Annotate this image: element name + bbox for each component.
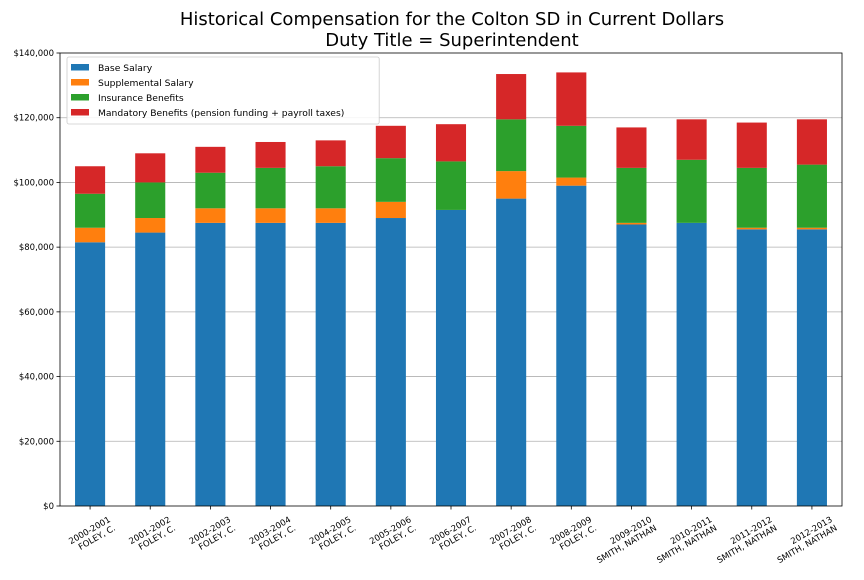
bar-segment	[375, 158, 406, 202]
bar-segment	[736, 229, 767, 506]
x-axis-ticks: 2000-2001FOLEY, C. 2001-2002FOLEY, C. 2002…	[67, 506, 839, 566]
bar-segment	[496, 171, 527, 199]
bar-segment	[375, 125, 406, 159]
bar-segment	[496, 198, 527, 506]
x-tick-label: 2010-2011SMITH, NATHAN	[651, 515, 719, 566]
bar-segment	[496, 119, 527, 172]
x-tick-label: 2007-2008FOLEY, C.	[488, 515, 538, 555]
x-tick-label: 2008-2009FOLEY, C.	[549, 515, 599, 555]
bar-segment	[796, 119, 827, 165]
bar-segment	[676, 222, 707, 506]
y-tick-label: $40,000	[19, 373, 54, 383]
bar-segment	[556, 185, 587, 506]
bar-segment	[556, 125, 587, 178]
bar-segment	[375, 201, 406, 219]
x-tick-label: 2011-2012SMITH, NATHAN	[711, 515, 779, 566]
bars	[75, 72, 827, 507]
bar-segment	[135, 232, 166, 506]
chart-subtitle: Duty Title = Superintendent	[325, 30, 578, 51]
bar-segment	[315, 222, 346, 506]
legend-box	[66, 56, 380, 125]
y-tick-label: $0	[43, 502, 54, 512]
bar-segment	[616, 127, 647, 168]
bar-segment	[135, 153, 166, 183]
bar-segment	[435, 209, 467, 507]
legend-label: Base Salary	[98, 63, 153, 74]
legend-swatch	[71, 64, 89, 71]
bar-segment	[736, 122, 767, 168]
x-tick-label: 2009-2010SMITH, NATHAN	[590, 515, 658, 566]
bar-segment	[676, 159, 707, 223]
bar-segment	[556, 72, 587, 126]
bar-segment	[195, 172, 226, 209]
bar-segment	[556, 177, 587, 186]
legend: Base Salary Supplemental Salary Insurance …	[66, 56, 380, 125]
bar-segment	[75, 242, 106, 506]
y-tick-label: $120,000	[13, 114, 54, 124]
bar-segment	[135, 182, 166, 219]
bar-segment	[255, 222, 286, 506]
bar-segment	[676, 119, 707, 160]
bar-segment	[736, 167, 767, 228]
x-tick-label: 2001-2002FOLEY, C.	[128, 515, 178, 555]
bar-segment	[255, 167, 286, 209]
x-tick-label: 2005-2006FOLEY, C.	[368, 515, 418, 555]
bar-segment	[435, 124, 467, 162]
x-tick-label: 2006-2007FOLEY, C.	[428, 515, 478, 555]
x-tick-label: 2003-2004FOLEY, C.	[248, 515, 298, 555]
bar-segment	[75, 166, 106, 194]
bar-segment	[195, 146, 226, 173]
bar-segment	[195, 208, 226, 223]
y-tick-label: $140,000	[13, 49, 54, 59]
bar-segment	[255, 208, 286, 223]
legend-swatch	[71, 109, 89, 116]
bar-segment	[315, 140, 346, 167]
bar-segment	[796, 229, 827, 506]
x-tick-label: 2012-2013SMITH, NATHAN	[771, 515, 839, 566]
bar-segment	[796, 164, 827, 228]
y-tick-label: $20,000	[19, 437, 54, 447]
bar-segment	[736, 227, 767, 230]
bar-segment	[375, 218, 406, 506]
y-axis-ticks: $0 $20,000 $40,000 $60,000 $80,000 $100,000 $1…	[13, 49, 60, 512]
bar-segment	[195, 222, 226, 506]
legend-label: Supplemental Salary	[98, 78, 194, 89]
legend-swatch	[71, 79, 89, 86]
bar-segment	[796, 227, 827, 230]
bar-segment	[75, 193, 106, 228]
y-tick-label: $100,000	[13, 178, 54, 188]
x-tick-label: 2000-2001FOLEY, C.	[67, 515, 117, 555]
bar-segment	[616, 167, 647, 223]
y-tick-label: $80,000	[19, 243, 54, 253]
bar-segment	[616, 224, 647, 506]
y-tick-label: $60,000	[19, 308, 54, 318]
bar-segment	[496, 74, 527, 120]
bar-segment	[315, 208, 346, 223]
bar-segment	[135, 218, 166, 233]
legend-swatch	[71, 94, 89, 101]
bar-segment	[75, 227, 106, 243]
bar-segment	[255, 141, 286, 168]
x-tick-label: 2002-2003FOLEY, C.	[188, 515, 238, 555]
x-tick-label: 2004-2005FOLEY, C.	[308, 515, 358, 555]
legend-label: Insurance Benefits	[98, 93, 184, 104]
legend-label: Mandatory Benefits (pension funding + pa…	[98, 108, 344, 119]
bar-segment	[616, 222, 647, 225]
bar-segment	[315, 166, 346, 209]
chart-title: Historical Compensation for the Colton S…	[180, 9, 724, 30]
bar-segment	[435, 161, 467, 210]
